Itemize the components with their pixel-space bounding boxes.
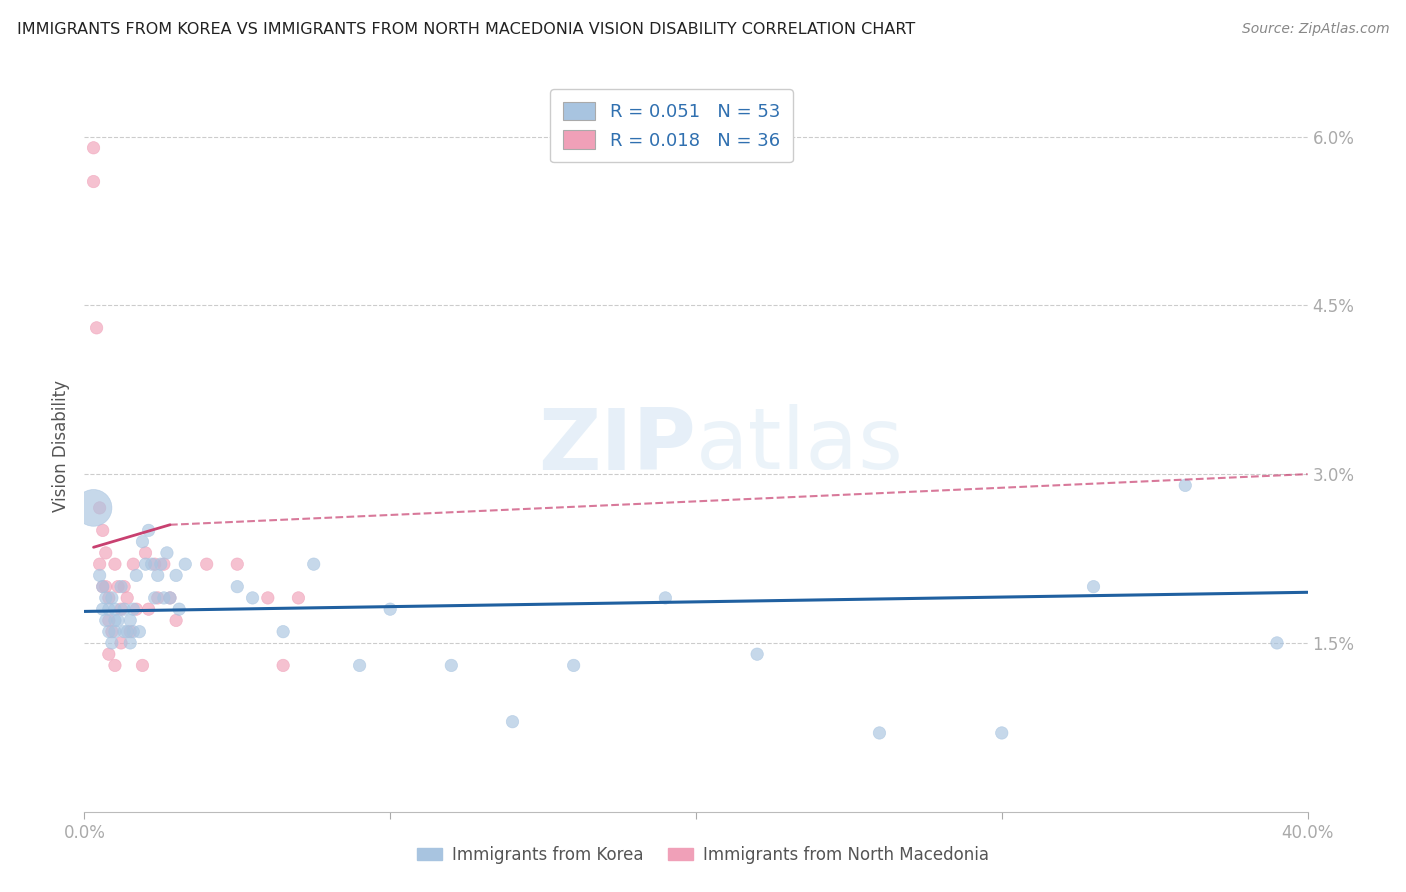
Point [302, 557, 325, 571]
Point [101, 636, 124, 650]
Point [101, 591, 124, 605]
Point [349, 658, 371, 673]
Point [104, 624, 127, 639]
Point [159, 591, 181, 605]
Point [122, 602, 145, 616]
Point [146, 591, 169, 605]
Point [120, 624, 142, 639]
Point [654, 591, 676, 605]
Point [104, 614, 127, 628]
Point [131, 534, 153, 549]
Point [131, 658, 153, 673]
Point [120, 614, 142, 628]
Point [91, 580, 114, 594]
Point [138, 524, 160, 538]
Point [94, 546, 117, 560]
Point [115, 624, 138, 639]
Point [153, 591, 176, 605]
Point [271, 624, 294, 639]
Text: ZIP: ZIP [538, 404, 696, 488]
Point [135, 557, 157, 571]
Point [165, 568, 187, 582]
Point [125, 568, 148, 582]
Point [991, 726, 1014, 740]
Point [869, 726, 891, 740]
Point [747, 647, 769, 661]
Point [83, 141, 105, 155]
Point [1174, 478, 1197, 492]
Point [107, 614, 129, 628]
Point [94, 591, 117, 605]
Point [112, 580, 135, 594]
Point [94, 580, 117, 594]
Y-axis label: Vision Disability: Vision Disability [52, 380, 70, 512]
Point [104, 658, 127, 673]
Point [112, 624, 135, 639]
Point [502, 714, 524, 729]
Point [101, 624, 124, 639]
Point [107, 580, 129, 594]
Point [112, 602, 135, 616]
Point [156, 546, 179, 560]
Point [195, 557, 218, 571]
Point [149, 557, 172, 571]
Point [104, 602, 127, 616]
Text: atlas: atlas [696, 404, 904, 488]
Point [122, 624, 145, 639]
Point [97, 647, 120, 661]
Point [153, 557, 176, 571]
Point [97, 591, 120, 605]
Point [165, 614, 187, 628]
Point [226, 557, 249, 571]
Point [128, 624, 150, 639]
Point [94, 614, 117, 628]
Point [91, 524, 114, 538]
Point [143, 557, 166, 571]
Point [115, 591, 138, 605]
Point [380, 602, 402, 616]
Point [159, 591, 181, 605]
Point [257, 591, 280, 605]
Point [91, 602, 114, 616]
Point [120, 636, 142, 650]
Text: IMMIGRANTS FROM KOREA VS IMMIGRANTS FROM NORTH MACEDONIA VISION DISABILITY CORRE: IMMIGRANTS FROM KOREA VS IMMIGRANTS FROM… [17, 22, 915, 37]
Point [174, 557, 197, 571]
Point [104, 557, 127, 571]
Point [440, 658, 463, 673]
Point [287, 591, 309, 605]
Point [143, 591, 166, 605]
Point [89, 500, 111, 515]
Legend: Immigrants from Korea, Immigrants from North Macedonia: Immigrants from Korea, Immigrants from N… [411, 839, 995, 871]
Point [138, 602, 160, 616]
Point [83, 500, 105, 515]
Point [125, 602, 148, 616]
Point [91, 580, 114, 594]
Point [122, 557, 145, 571]
Point [1265, 636, 1288, 650]
Point [89, 557, 111, 571]
Point [97, 602, 120, 616]
Point [110, 636, 132, 650]
Point [242, 591, 264, 605]
Point [141, 557, 163, 571]
Point [97, 624, 120, 639]
Text: Source: ZipAtlas.com: Source: ZipAtlas.com [1241, 22, 1389, 37]
Point [1083, 580, 1105, 594]
Point [146, 568, 169, 582]
Point [86, 321, 108, 335]
Point [167, 602, 190, 616]
Point [97, 614, 120, 628]
Point [135, 546, 157, 560]
Legend: R = 0.051   N = 53, R = 0.018   N = 36: R = 0.051 N = 53, R = 0.018 N = 36 [550, 89, 793, 162]
Point [226, 580, 249, 594]
Point [271, 658, 294, 673]
Point [110, 602, 132, 616]
Point [110, 580, 132, 594]
Point [89, 568, 111, 582]
Point [83, 175, 105, 189]
Point [562, 658, 585, 673]
